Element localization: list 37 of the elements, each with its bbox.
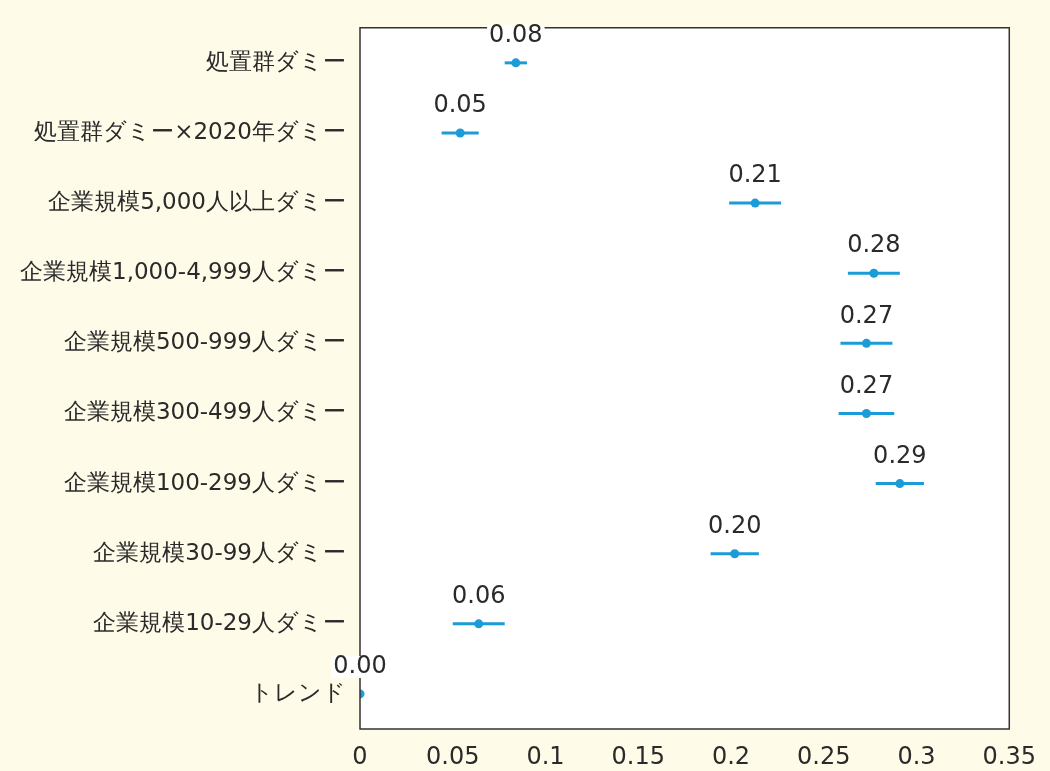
data-label: 0.28 (847, 230, 901, 259)
point (730, 549, 740, 559)
data-label: 0.08 (489, 20, 543, 49)
y-tick-label: 企業規模5,000人以上ダミー (48, 188, 346, 215)
x-tick-label: 0 (352, 741, 368, 770)
data-label: 0.27 (839, 370, 894, 399)
y-tick-label: 企業規模100-299人ダミー (63, 468, 346, 495)
y-tick-label: 企業規模10-29人ダミー (93, 608, 346, 635)
data-label: 0.06 (452, 581, 506, 610)
point (861, 338, 871, 348)
y-tick-label: 処置群ダミー (206, 47, 346, 74)
point (750, 198, 760, 208)
y-tick-label: 企業規模300-499人ダミー (63, 398, 346, 425)
x-tick-label: 0.1 (526, 741, 565, 770)
x-tick-label: 0.15 (611, 741, 665, 770)
data-label: 0.27 (839, 300, 894, 329)
y-tick-label: 処置群ダミー×2020年ダミー (34, 117, 346, 144)
y-tick-label: トレンド (250, 678, 346, 705)
data-label: 0.29 (873, 440, 927, 469)
point (869, 268, 879, 278)
x-tick-label: 0.3 (897, 741, 936, 770)
data-label: 0.20 (708, 510, 762, 539)
data-label: 0.21 (728, 160, 782, 189)
y-tick-label: 企業規模30-99人ダミー (93, 538, 346, 565)
point (895, 479, 905, 489)
x-tick-label: 0.05 (426, 741, 480, 770)
x-tick-label: 0.2 (711, 741, 751, 770)
y-tick-label: 企業規模500-999人ダミー (63, 328, 346, 355)
x-tick-label: 0.35 (982, 741, 1036, 770)
y-tick-label: 企業規模1,000-4,999人ダミー (20, 258, 346, 285)
data-label: 0.00 (333, 651, 387, 680)
data-label: 0.05 (433, 90, 487, 119)
point (861, 408, 871, 418)
x-tick-label: 0.25 (797, 741, 851, 770)
point (511, 58, 521, 68)
point (455, 128, 465, 138)
point (474, 619, 484, 629)
